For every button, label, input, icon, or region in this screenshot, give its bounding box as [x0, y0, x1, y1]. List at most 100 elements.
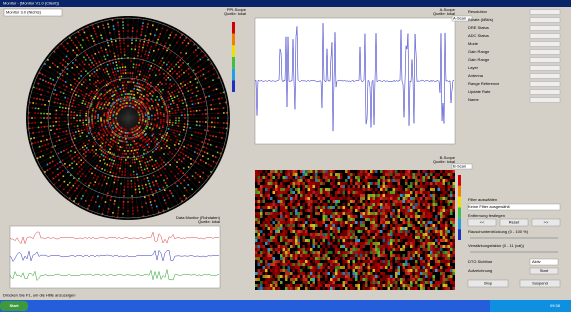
- b-scope-cell: [388, 191, 391, 194]
- select-text[interactable]: Aktiv: [532, 259, 541, 264]
- ppi-echo: [193, 110, 195, 112]
- ppi-echo: [39, 78, 41, 80]
- ppi-echo: [142, 25, 144, 27]
- b-scope-cell: [365, 236, 368, 239]
- b-scope-cell: [265, 224, 268, 227]
- button-label[interactable]: Reset: [509, 220, 520, 225]
- b-scope-cell: [448, 245, 451, 248]
- ppi-echo: [39, 88, 41, 90]
- setting-field[interactable]: [530, 74, 560, 79]
- b-scope-cell: [343, 251, 346, 254]
- b-scope-cell: [360, 275, 363, 278]
- ppi-echo: [91, 55, 93, 57]
- b-scope-cell: [268, 254, 271, 257]
- setting-field[interactable]: [530, 10, 560, 15]
- button-label[interactable]: Stop: [484, 281, 493, 286]
- button-label[interactable]: Suspend: [532, 281, 548, 286]
- ppi-echo: [70, 92, 72, 94]
- b-scope-cell: [433, 254, 436, 257]
- setting-field[interactable]: [530, 26, 560, 31]
- b-scope-cell: [295, 236, 298, 239]
- ppi-echo: [191, 189, 193, 191]
- ppi-echo: [96, 36, 98, 38]
- setting-field[interactable]: [530, 42, 560, 47]
- ppi-echo: [133, 82, 135, 84]
- b-scope-cell: [393, 203, 396, 206]
- ppi-echo: [101, 184, 103, 186]
- ppi-echo: [112, 191, 114, 193]
- b-scope-cell: [398, 287, 401, 290]
- ppi-echo: [53, 93, 55, 95]
- b-scope-cell: [293, 269, 296, 272]
- setting-field[interactable]: [530, 98, 560, 103]
- b-scope-cell: [433, 170, 436, 173]
- setting-field[interactable]: [530, 58, 560, 63]
- ppi-echo: [136, 31, 138, 33]
- b-scope-cell: [335, 212, 338, 215]
- b-scope-cell: [385, 281, 388, 284]
- ppi-echo: [197, 99, 199, 101]
- b-scope-cell: [425, 212, 428, 215]
- setting-field[interactable]: [530, 34, 560, 39]
- ppi-echo: [169, 124, 171, 126]
- button-label[interactable]: >>: [544, 220, 549, 225]
- ppi-echo: [90, 168, 92, 170]
- ppi-echo: [220, 92, 222, 94]
- ppi-echo: [72, 50, 74, 52]
- b-scope-cell: [333, 221, 336, 224]
- start-label[interactable]: Start: [9, 303, 19, 308]
- b-scope-cell: [340, 224, 343, 227]
- b-scope-cell: [443, 215, 446, 218]
- setting-field[interactable]: [530, 50, 560, 55]
- ppi-echo: [92, 125, 94, 127]
- b-scope-cell: [285, 272, 288, 275]
- ppi-echo: [118, 76, 120, 78]
- ppi-echo: [123, 153, 125, 155]
- ppi-echo: [97, 196, 99, 198]
- setting-field[interactable]: [530, 90, 560, 95]
- b-scope-cell: [335, 260, 338, 263]
- ppi-echo: [178, 154, 180, 156]
- b-scope-cell: [268, 203, 271, 206]
- select-text[interactable]: Keine Filter ausgewählt: [468, 204, 510, 209]
- ppi-echo: [200, 98, 202, 100]
- b-scope-cell: [415, 236, 418, 239]
- ppi-echo: [157, 162, 159, 164]
- ppi-echo: [168, 128, 170, 130]
- ppi-echo: [196, 121, 198, 123]
- b-scope-cell: [348, 275, 351, 278]
- dropdown-text[interactable]: Monitor 3.0 (Nichts): [6, 10, 42, 15]
- ppi-echo: [167, 195, 169, 197]
- dropdown-text[interactable]: B-Scan: [453, 164, 466, 169]
- b-scope-cell: [270, 170, 273, 173]
- button-label[interactable]: Start: [540, 268, 549, 273]
- b-scope-cell: [343, 209, 346, 212]
- ppi-echo: [117, 135, 119, 137]
- b-scope-cell: [358, 194, 361, 197]
- b-scope-cell: [395, 176, 398, 179]
- setting-field[interactable]: [530, 82, 560, 87]
- ppi-echo: [47, 169, 49, 171]
- ppi-echo: [95, 149, 97, 151]
- b-scope-cell: [380, 260, 383, 263]
- b-scope-cell: [275, 194, 278, 197]
- button-label[interactable]: <<: [480, 220, 485, 225]
- ppi-echo: [107, 99, 109, 101]
- ppi-echo: [175, 120, 177, 122]
- setting-field[interactable]: [530, 18, 560, 23]
- b-scope-cell: [265, 257, 268, 260]
- ppi-echo: [134, 49, 136, 51]
- dropdown-text[interactable]: A-Scan: [453, 16, 466, 21]
- ppi-echo: [163, 180, 165, 182]
- b-scope-cell: [333, 245, 336, 248]
- ppi-echo: [136, 102, 138, 104]
- b-scope-cell: [318, 269, 321, 272]
- b-scope-cell: [318, 287, 321, 290]
- ppi-echo: [184, 40, 186, 42]
- b-scope-cell: [383, 212, 386, 215]
- b-scope-cell: [328, 227, 331, 230]
- b-scope-cell: [368, 188, 371, 191]
- ppi-echo: [166, 100, 168, 102]
- setting-field[interactable]: [530, 66, 560, 71]
- b-scope-cell: [308, 233, 311, 236]
